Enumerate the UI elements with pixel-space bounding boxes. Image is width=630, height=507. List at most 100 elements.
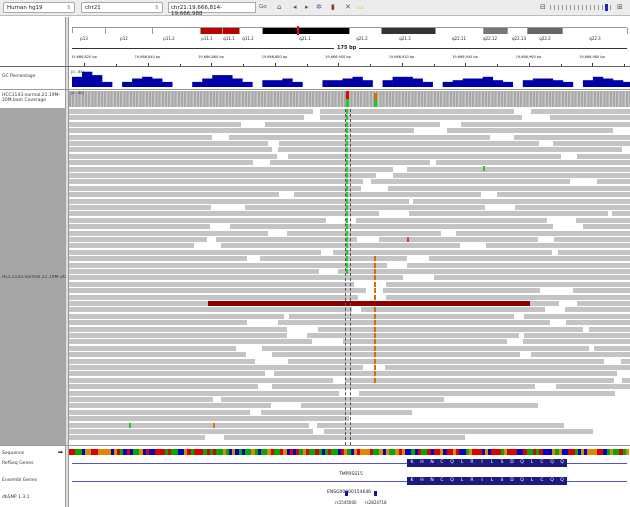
alignment-track[interactable] [69, 109, 630, 445]
ideogram-band[interactable] [240, 28, 263, 34]
aligned-read[interactable] [531, 352, 630, 358]
aligned-read[interactable] [337, 269, 630, 274]
aligned-read[interactable] [558, 249, 630, 255]
aligned-read[interactable] [359, 390, 616, 396]
aligned-read[interactable] [287, 358, 605, 364]
aligned-read[interactable] [552, 141, 630, 146]
aligned-read[interactable] [69, 224, 211, 230]
aligned-read[interactable] [69, 339, 313, 345]
aligned-read[interactable] [69, 153, 278, 159]
aligned-read[interactable] [69, 173, 376, 178]
aligned-read[interactable] [288, 153, 561, 159]
aligned-read[interactable] [69, 134, 213, 140]
aligned-read[interactable] [69, 403, 271, 409]
aligned-read[interactable] [261, 345, 589, 351]
aligned-read[interactable] [379, 237, 539, 242]
aligned-read[interactable] [69, 205, 212, 210]
aligned-read[interactable] [264, 121, 440, 127]
aligned-read[interactable] [385, 281, 630, 287]
aligned-read[interactable] [69, 269, 319, 274]
aligned-read[interactable] [69, 179, 363, 185]
aligned-read[interactable] [69, 365, 363, 370]
aligned-read[interactable] [260, 256, 407, 262]
aligned-read[interactable] [69, 198, 409, 204]
chromosome-dropdown[interactable]: chr21 ⇕ [81, 2, 163, 13]
aligned-read[interactable] [320, 109, 514, 114]
snp-marker[interactable] [374, 491, 377, 496]
ideogram-band[interactable] [484, 28, 508, 34]
track-name-alignments[interactable]: HCC1143.normal.21.19M-20M.bam [2, 275, 66, 280]
aligned-read[interactable] [216, 237, 357, 242]
aligned-read[interactable] [300, 403, 538, 409]
aligned-read[interactable] [69, 326, 287, 332]
locus-input[interactable]: chr21:19,666,814-19,666,988 [168, 2, 256, 17]
aligned-read[interactable] [69, 333, 288, 338]
aligned-read[interactable] [577, 301, 630, 306]
aligned-read[interactable] [497, 192, 630, 198]
aligned-read[interactable] [522, 339, 630, 345]
ideogram-band[interactable] [528, 28, 563, 34]
aligned-read[interactable] [272, 352, 521, 358]
aligned-read[interactable] [277, 320, 550, 326]
aligned-read[interactable] [69, 422, 309, 428]
aligned-read[interactable] [409, 211, 608, 217]
zoom-in-icon[interactable]: ⊞ [617, 3, 623, 11]
ideogram-band[interactable] [223, 28, 240, 34]
aligned-read[interactable] [406, 262, 630, 268]
aligned-read[interactable] [223, 435, 465, 441]
aligned-read[interactable] [564, 307, 630, 313]
aligned-read[interactable] [385, 294, 630, 300]
aligned-read[interactable] [446, 128, 614, 134]
aligned-read[interactable] [554, 237, 630, 242]
deletion-read[interactable] [208, 301, 530, 306]
aligned-read[interactable] [69, 192, 280, 198]
aligned-read[interactable] [383, 288, 540, 294]
aligned-read[interactable] [69, 313, 284, 319]
aligned-read[interactable] [69, 249, 321, 255]
refresh-icon[interactable]: ✲ [316, 3, 322, 11]
aligned-read[interactable] [69, 275, 404, 281]
aligned-read[interactable] [515, 205, 630, 210]
aligned-read[interactable] [69, 160, 253, 166]
aligned-read[interactable] [69, 217, 327, 223]
aligned-read[interactable] [69, 121, 241, 127]
ideogram-band[interactable] [106, 28, 153, 34]
aligned-read[interactable] [514, 134, 630, 140]
aligned-read[interactable] [69, 384, 259, 390]
aligned-read[interactable] [69, 141, 268, 146]
aligned-read[interactable] [69, 377, 334, 383]
aligned-read[interactable] [69, 243, 195, 249]
aligned-read[interactable] [612, 211, 630, 217]
aligned-read[interactable] [287, 230, 442, 236]
aligned-read[interactable] [221, 397, 445, 402]
aligned-read[interactable] [69, 166, 394, 172]
aligned-read[interactable] [69, 435, 206, 441]
aligned-read[interactable] [69, 352, 247, 358]
aligned-read[interactable] [412, 198, 630, 204]
aligned-read[interactable] [575, 217, 630, 223]
zoom-slider[interactable] [550, 4, 614, 11]
aligned-read[interactable] [69, 397, 213, 402]
aligned-read[interactable] [69, 358, 256, 364]
strand-arrow-icon[interactable]: ➡ [58, 449, 64, 456]
aligned-read[interactable] [565, 320, 630, 326]
aligned-read[interactable] [523, 313, 630, 319]
aligned-read[interactable] [370, 179, 571, 185]
aligned-read[interactable] [317, 326, 583, 332]
panel-divider[interactable] [66, 17, 69, 507]
aligned-read[interactable] [622, 377, 630, 383]
ideogram-band[interactable] [263, 28, 350, 34]
aligned-read[interactable] [69, 147, 272, 153]
aligned-read[interactable] [433, 275, 630, 281]
aligned-read[interactable] [524, 333, 630, 338]
aligned-read[interactable] [69, 109, 313, 114]
aligned-read[interactable] [278, 141, 539, 146]
aligned-read[interactable] [597, 179, 630, 185]
ideogram-band[interactable] [201, 28, 223, 34]
aligned-read[interactable] [69, 301, 333, 306]
aligned-read[interactable] [620, 358, 630, 364]
aligned-read[interactable] [69, 371, 266, 377]
aligned-read[interactable] [272, 384, 535, 390]
aligned-read[interactable] [460, 121, 630, 127]
aligned-read[interactable] [486, 243, 630, 249]
